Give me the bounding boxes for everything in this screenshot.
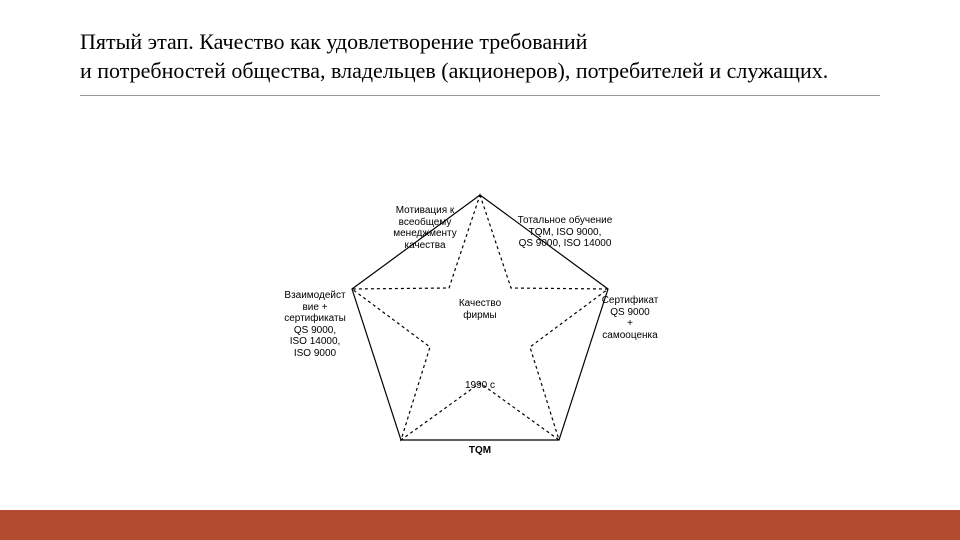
label-right: СертификатQS 9000+самооценка <box>585 295 675 341</box>
label-top-left: Мотивация квсеобщемуменеджментукачества <box>375 205 475 251</box>
page-title: Пятый этап. Качество как удовлетворение … <box>80 28 880 85</box>
title-block: Пятый этап. Качество как удовлетворение … <box>80 28 880 96</box>
footer-accent-bar <box>0 510 960 540</box>
title-rule <box>80 95 880 96</box>
label-center: Качествофирмы <box>445 298 515 321</box>
label-top-right: Тотальное обучениеTQM, ISO 9000,QS 9000,… <box>495 215 635 250</box>
label-left: Взаимодействие +сертификатыQS 9000,ISO 1… <box>270 290 360 359</box>
label-year: 1990 с <box>455 380 505 392</box>
label-bottom-tqm: TQM <box>460 445 500 457</box>
slide: Пятый этап. Качество как удовлетворение … <box>0 0 960 540</box>
star-pentagon-diagram: Мотивация квсеобщемуменеджментукачества … <box>285 170 675 470</box>
